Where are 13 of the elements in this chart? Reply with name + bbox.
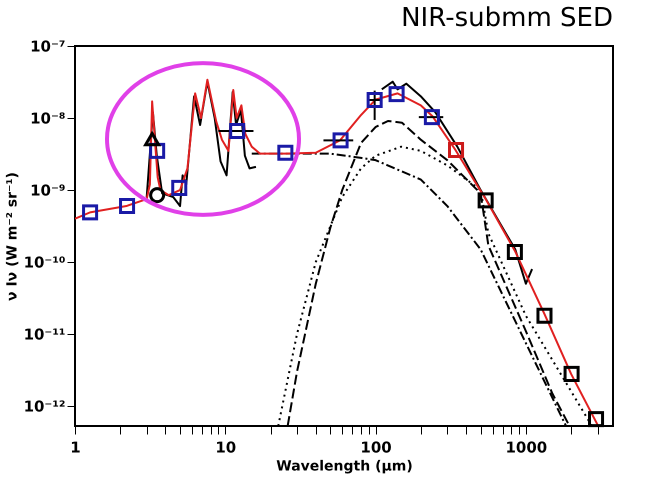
- x-tick-label: 1000: [505, 438, 548, 456]
- y-tick-label: 10⁻⁹: [30, 182, 66, 200]
- y-tick-label: 10⁻¹⁰: [24, 254, 66, 272]
- x-tick-label: 1: [70, 438, 81, 456]
- chart-title: NIR-submm SED: [401, 3, 613, 33]
- y-tick-label: 10⁻⁷: [30, 38, 66, 56]
- y-axis-title: ν Iν (W m⁻² sr⁻¹): [4, 172, 21, 301]
- x-tick-label: 10: [215, 438, 236, 456]
- x-tick-label: 100: [360, 438, 392, 456]
- y-tick-label: 10⁻¹²: [24, 398, 66, 416]
- y-tick-label: 10⁻⁸: [30, 110, 66, 128]
- y-tick-label: 10⁻¹¹: [24, 326, 66, 344]
- x-axis-title: Wavelength (μm): [276, 458, 413, 474]
